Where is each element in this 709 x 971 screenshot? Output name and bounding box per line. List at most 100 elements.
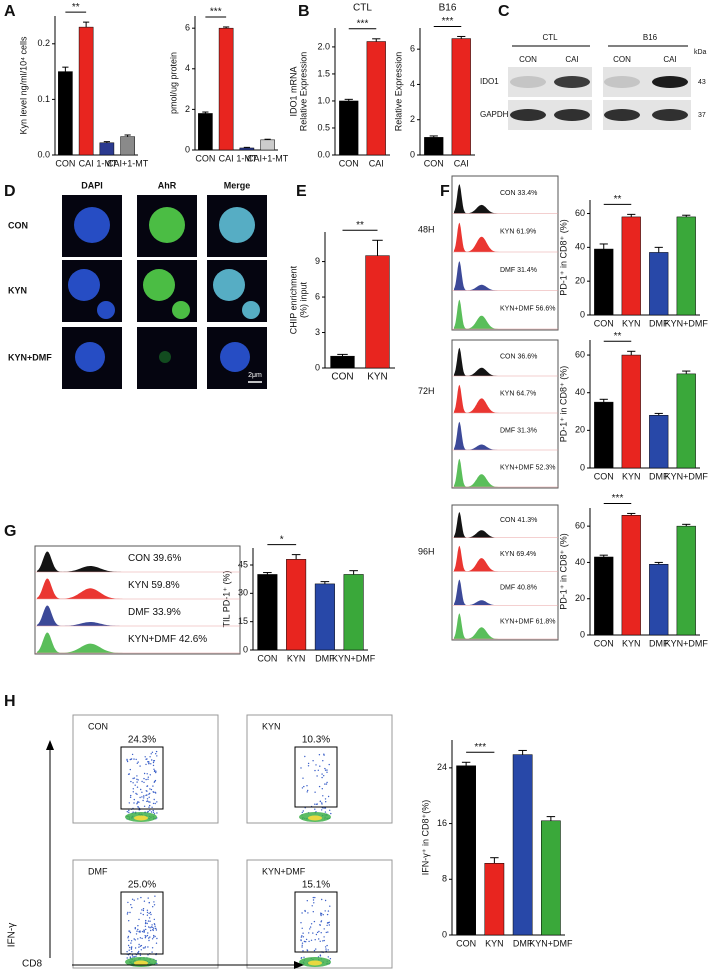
bar — [594, 248, 614, 316]
flow-event — [151, 751, 154, 753]
bar — [676, 216, 696, 316]
x-tick-label: CON — [594, 471, 614, 481]
y-tick-label: 0 — [185, 144, 190, 154]
y-tick-label: 1.5 — [317, 68, 330, 78]
bar — [456, 765, 476, 936]
bar — [314, 583, 335, 651]
lane-label: CON — [519, 55, 537, 64]
panel-letter: A — [4, 3, 16, 20]
x-tick-label: KYN+DMF — [529, 938, 573, 948]
flow-event — [147, 897, 149, 899]
flow-density-core — [308, 960, 322, 966]
y-tick-label: 6 — [315, 291, 320, 301]
x-tick-label: CON — [424, 158, 444, 168]
flow-sample-label: DMF — [88, 866, 108, 876]
flow-event — [306, 900, 308, 902]
flow-event — [126, 811, 128, 813]
scale-label: 2μm — [248, 372, 262, 379]
histogram-label: KYN+DMF 52.3% — [500, 464, 555, 471]
y-tick-label: 8 — [442, 874, 447, 884]
flow-event — [324, 798, 327, 800]
flow-event — [314, 803, 316, 805]
x-tick-label: CAI — [454, 158, 469, 168]
flow-event — [135, 933, 138, 935]
flow-event — [323, 753, 325, 755]
flow-event — [136, 786, 139, 788]
flow-event — [130, 794, 132, 797]
y-axis-label: (%) input — [298, 281, 308, 318]
flow-event — [327, 910, 330, 912]
flow-event — [134, 784, 136, 786]
flow-event — [309, 928, 311, 930]
cell — [74, 207, 110, 243]
flow-event — [153, 768, 155, 770]
flow-event — [141, 791, 143, 793]
flow-event — [133, 938, 135, 940]
panel-letter: F — [440, 183, 450, 200]
x-tick-label: CAI — [79, 158, 94, 168]
y-tick-label: 4 — [185, 63, 190, 73]
histogram-label: KYN+DMF 61.8% — [500, 618, 555, 625]
histogram-label: KYN 64.7% — [500, 390, 536, 397]
flow-event — [152, 936, 155, 938]
flow-event — [326, 913, 329, 916]
flow-event — [326, 769, 328, 771]
blot-band — [510, 76, 546, 88]
flow-event — [136, 802, 139, 804]
flow-event — [325, 950, 327, 952]
flow-event — [311, 905, 313, 907]
x-tick-label: KYN+DMF — [665, 318, 709, 328]
y-axis-label: PD-1⁺ in CD8⁺ (%) — [558, 366, 568, 443]
histogram-curve — [454, 261, 499, 291]
blot-row-label: IDO1 — [480, 77, 499, 86]
histogram-curve — [454, 384, 499, 413]
flow-event — [139, 937, 142, 939]
bar — [621, 515, 641, 636]
bar — [366, 41, 386, 156]
x-tick-label: CON — [594, 318, 614, 328]
flow-event — [301, 927, 303, 929]
flow-event — [151, 924, 153, 926]
y-tick-label: 0.0 — [37, 149, 50, 159]
histogram-frame — [34, 545, 241, 655]
flow-event — [149, 911, 152, 914]
flow-event — [137, 938, 139, 940]
flow-event — [315, 933, 318, 936]
flow-event — [303, 956, 305, 958]
flow-event — [140, 896, 142, 899]
y-tick-label: 0 — [580, 309, 585, 319]
flow-event — [152, 906, 154, 908]
lane-label: CON — [613, 55, 631, 64]
flow-event — [143, 805, 146, 807]
bar — [286, 559, 307, 651]
flow-gate — [120, 746, 164, 810]
flow-event — [312, 760, 314, 762]
flow-event — [324, 899, 327, 902]
y-tick-label: 16 — [437, 818, 447, 828]
flow-event — [315, 803, 318, 805]
flow-event — [128, 939, 130, 942]
flow-event — [152, 760, 155, 762]
bar — [594, 556, 614, 636]
flow-event — [300, 922, 302, 924]
flow-event — [321, 803, 323, 805]
x-tick-label: KYN — [622, 638, 641, 648]
x-tick-label: CON — [456, 938, 476, 948]
flow-event — [144, 756, 146, 758]
cell — [97, 301, 115, 319]
flow-event — [330, 812, 332, 815]
flow-event — [154, 923, 156, 926]
flow-event — [137, 928, 139, 931]
bar — [198, 113, 213, 151]
flow-event — [305, 938, 308, 941]
image-column-label: Merge — [224, 180, 251, 190]
flow-event — [150, 929, 152, 932]
histogram-label: DMF 31.4% — [500, 267, 537, 274]
flow-event — [133, 758, 135, 760]
flow-event — [324, 807, 327, 809]
flow-event — [139, 954, 142, 956]
flow-event — [325, 931, 327, 934]
flow-event — [143, 795, 145, 797]
flow-event — [155, 770, 157, 772]
lane-label: CAI — [565, 55, 578, 64]
